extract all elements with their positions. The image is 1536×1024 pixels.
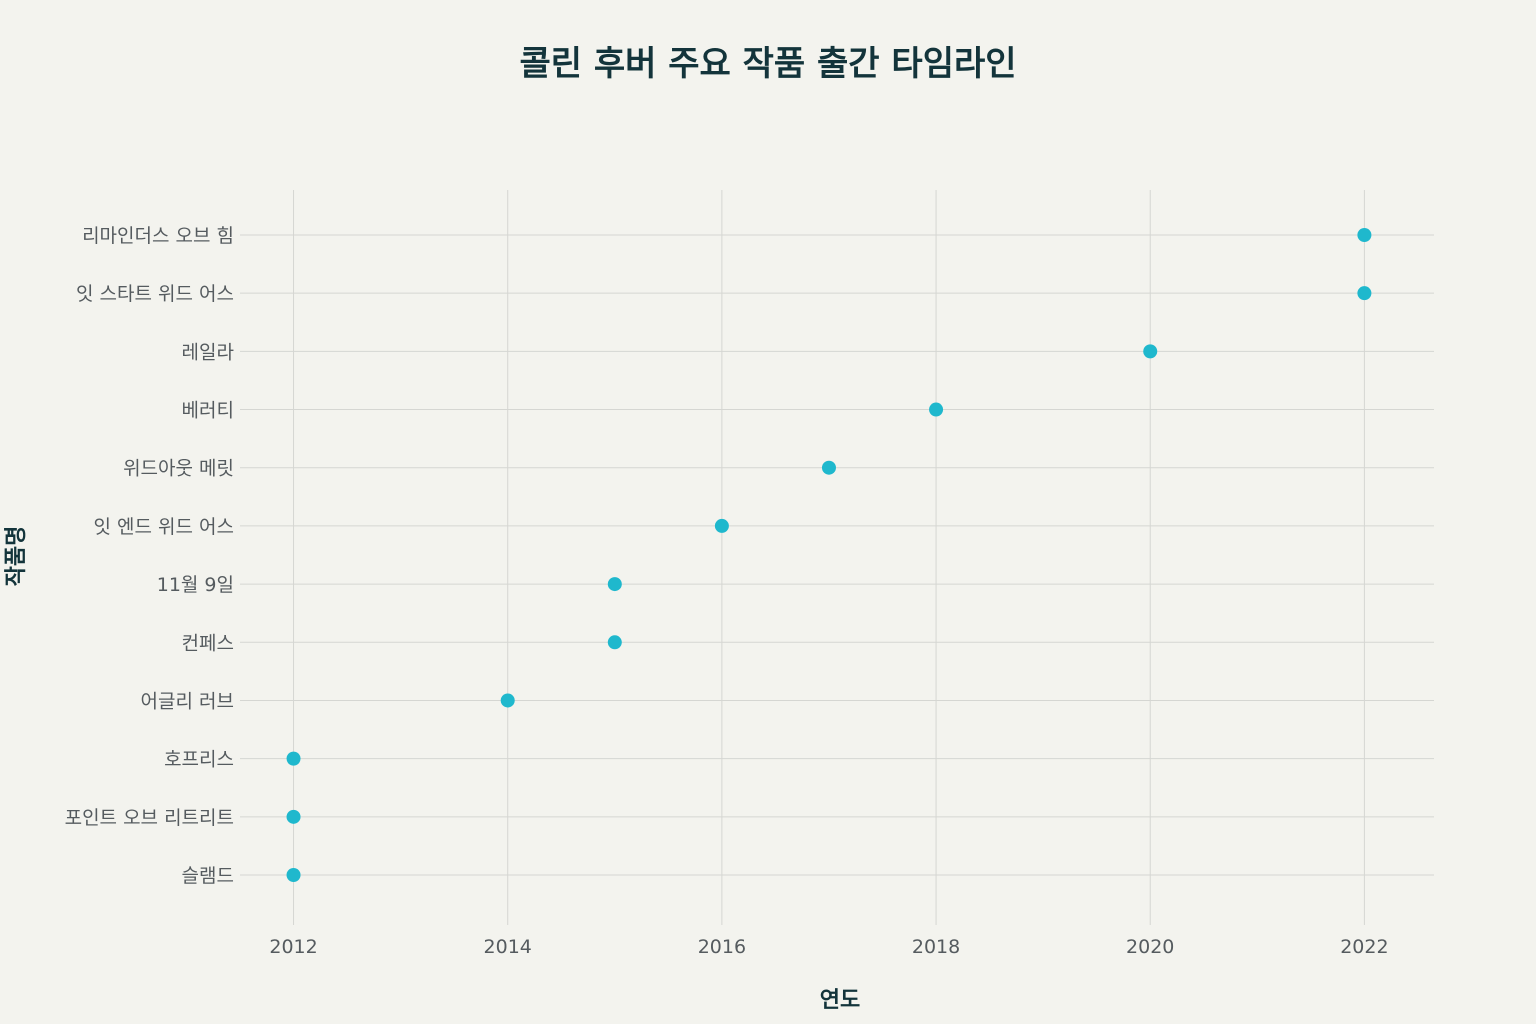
x-tick-label-2022: 2022 xyxy=(1340,936,1388,958)
data-point xyxy=(929,402,944,417)
y-tick-label: 잇 엔드 위드 어스 xyxy=(94,516,234,538)
data-point xyxy=(286,868,301,882)
y-tick-label: 11월 9일 xyxy=(157,574,234,596)
y-tick-label: 베러티 xyxy=(182,400,234,422)
y-tick-label: 어글리 러브 xyxy=(141,690,234,712)
y-tick-label: 잇 스타트 위드 어스 xyxy=(76,283,234,305)
data-point xyxy=(1143,344,1158,359)
data-point xyxy=(286,751,301,766)
data-point xyxy=(1357,286,1372,301)
y-tick-label: 리마인더스 오브 힘 xyxy=(82,225,234,247)
chart-title: 콜린 후버 주요 작품 출간 타임라인 xyxy=(519,44,1017,84)
data-point xyxy=(286,809,301,824)
data-point xyxy=(821,460,836,475)
tick-layer: 2012 2014 2016 2018 2020 2022 슬램드 포인트 오브 리트리트 호프… xyxy=(65,225,1389,958)
point-layer xyxy=(286,228,1372,882)
x-tick-label-2018: 2018 xyxy=(912,936,960,958)
y-axis-title: 작품명 xyxy=(4,525,29,587)
data-point xyxy=(607,635,622,650)
x-tick-label-2016: 2016 xyxy=(698,936,746,958)
data-point xyxy=(714,518,729,533)
x-tick-label-2014: 2014 xyxy=(484,936,532,958)
y-tick-label: 컨페스 xyxy=(182,632,234,654)
x-tick-label-2012: 2012 xyxy=(269,936,317,958)
data-point xyxy=(1357,228,1372,242)
y-tick-label: 호프리스 xyxy=(164,749,234,771)
data-point xyxy=(607,577,622,592)
y-tick-label: 위드아웃 메릿 xyxy=(123,458,234,480)
x-axis-title: 연도 xyxy=(819,988,861,1013)
grid-layer xyxy=(240,190,1434,925)
y-tick-label: 슬램드 xyxy=(182,865,234,887)
x-tick-label-2020: 2020 xyxy=(1126,936,1174,958)
y-tick-label: 포인트 오브 리트리트 xyxy=(65,807,234,829)
data-point xyxy=(500,693,515,708)
y-tick-label: 레일라 xyxy=(182,341,234,363)
